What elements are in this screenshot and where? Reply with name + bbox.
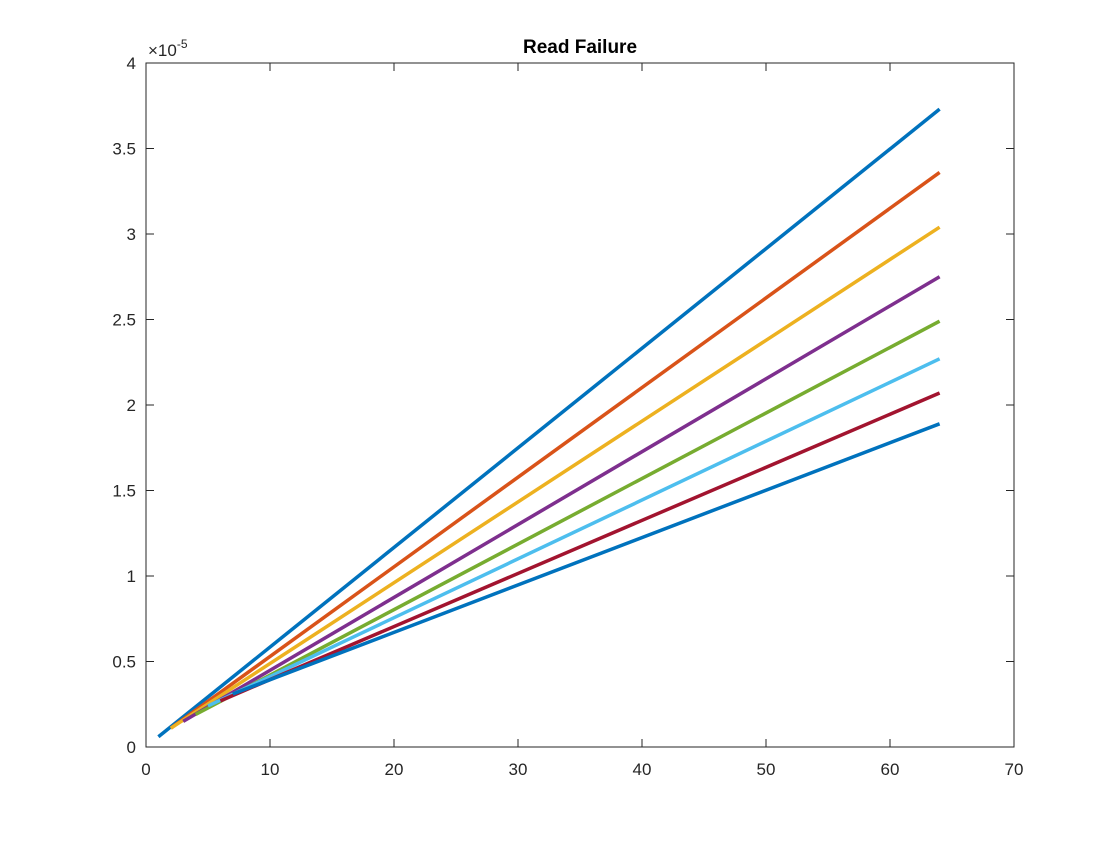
series-line-8 [232, 422, 941, 696]
y-tick-label: 1 [127, 567, 136, 586]
series-line-7 [219, 391, 941, 703]
y-tick-label: 1.5 [112, 482, 136, 501]
plot-background [146, 63, 1014, 747]
y-tick-label: 2.5 [112, 311, 136, 330]
x-tick-label: 10 [261, 760, 280, 779]
x-tick-label: 0 [141, 760, 150, 779]
x-tick-label: 50 [757, 760, 776, 779]
y-tick-label: 3 [127, 225, 136, 244]
y-tick-label: 4 [127, 54, 136, 73]
series-line-5 [194, 319, 941, 717]
y-tick-label: 3.5 [112, 140, 136, 159]
chart-title: Read Failure [523, 37, 637, 58]
y-exponent-prefix: ×10 [148, 41, 177, 60]
series-line-6 [207, 357, 941, 708]
y-tick-label: 2 [127, 396, 136, 415]
axes-layer: 0 10 20 30 40 50 60 70 0 0.5 1 1.5 2 2.5 3 3.5 4 [112, 54, 1023, 779]
y-tick-label: 0 [127, 738, 136, 757]
series-line-3 [169, 225, 941, 730]
x-tick-label: 40 [633, 760, 652, 779]
x-tick-label: 20 [385, 760, 404, 779]
y-exponent-power: -5 [177, 37, 188, 51]
series-line-1 [157, 107, 941, 739]
x-tick-label: 60 [881, 760, 900, 779]
y-tick-label: 0.5 [112, 653, 136, 672]
y-axis-exponent: ×10-5 [148, 37, 188, 60]
series-layer [157, 107, 941, 739]
series-line-4 [182, 275, 941, 723]
series-line-2 [169, 171, 941, 730]
x-tick-label: 30 [509, 760, 528, 779]
x-tick-label: 70 [1005, 760, 1024, 779]
